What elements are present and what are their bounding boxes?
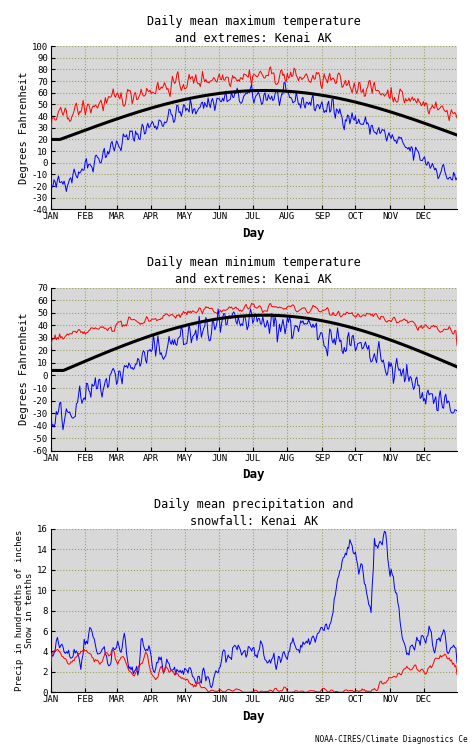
X-axis label: Day: Day bbox=[243, 468, 265, 481]
Y-axis label: Degrees Fahrenheit: Degrees Fahrenheit bbox=[19, 313, 29, 425]
Title: Daily mean precipitation and
snowfall: Kenai AK: Daily mean precipitation and snowfall: K… bbox=[154, 498, 354, 527]
Title: Daily mean maximum temperature
and extremes: Kenai AK: Daily mean maximum temperature and extre… bbox=[147, 15, 361, 45]
Y-axis label: Precip in hundredths of inches
Snow in tenths: Precip in hundredths of inches Snow in t… bbox=[15, 530, 34, 691]
X-axis label: Day: Day bbox=[243, 709, 265, 723]
Text: NOAA-CIRES/Climate Diagnostics Ce: NOAA-CIRES/Climate Diagnostics Ce bbox=[315, 735, 467, 744]
Y-axis label: Degrees Fahrenheit: Degrees Fahrenheit bbox=[19, 72, 29, 184]
Title: Daily mean minimum temperature
and extremes: Kenai AK: Daily mean minimum temperature and extre… bbox=[147, 256, 361, 286]
X-axis label: Day: Day bbox=[243, 226, 265, 240]
